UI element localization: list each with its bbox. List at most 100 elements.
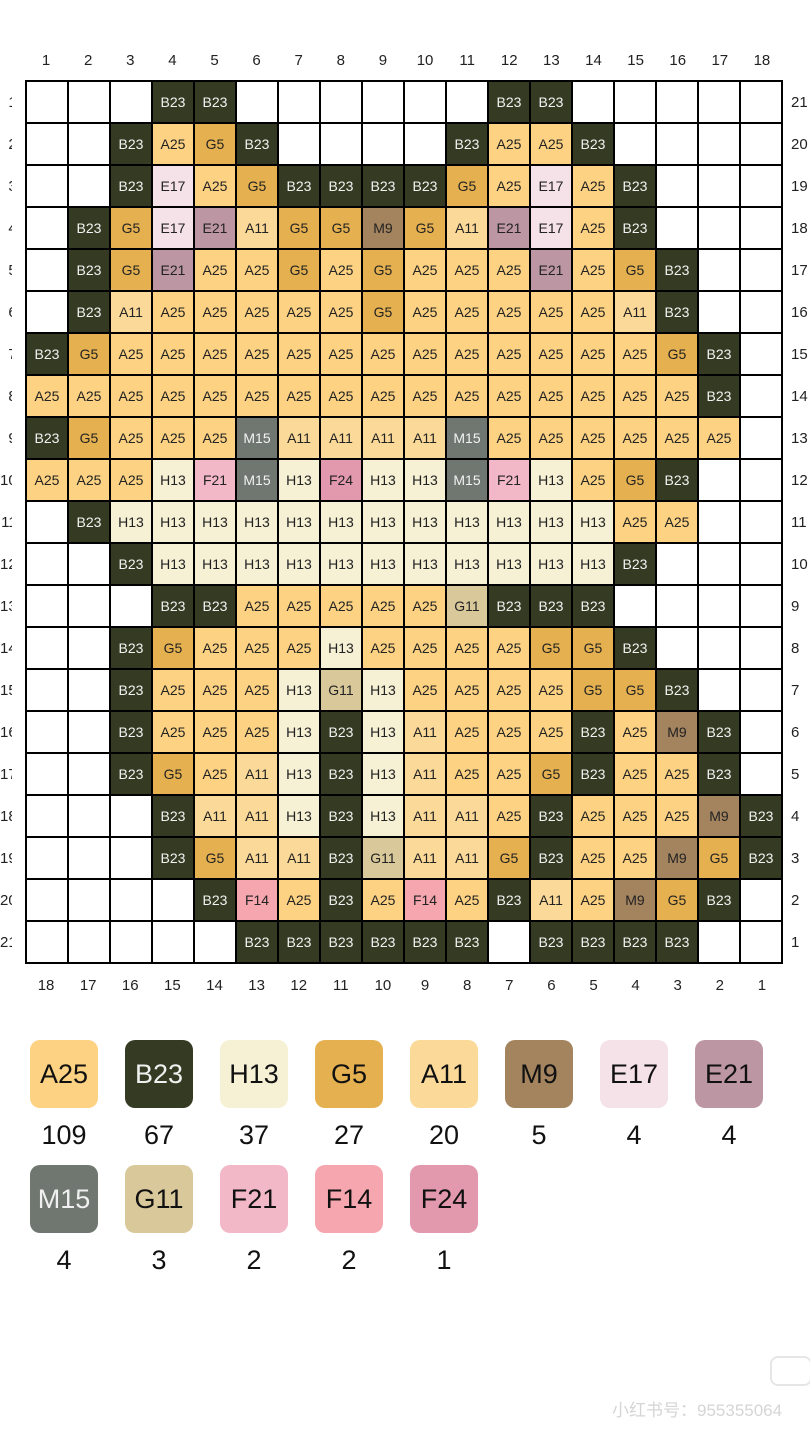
grid-cell: G5 — [699, 838, 739, 878]
grid-cell: H13 — [405, 544, 445, 584]
legend-swatch: G11 — [125, 1165, 193, 1233]
grid-cell: A25 — [573, 460, 613, 500]
grid-cell — [741, 502, 781, 542]
grid-cell: B23 — [615, 544, 655, 584]
grid-cell: A25 — [489, 418, 529, 458]
grid-cell: A25 — [363, 376, 403, 416]
legend-swatch: M15 — [30, 1165, 98, 1233]
bead-pattern-grid: B23 B23 B23 B23 B23 A25 G5 B23 B23 A25 A25 B23 B23 E1… — [25, 80, 783, 964]
grid-cell: B23 — [69, 250, 109, 290]
left-axis-label: 14 — [0, 639, 12, 657]
legend-item: G11 3 — [125, 1165, 193, 1276]
grid-cell: A25 — [111, 334, 151, 374]
grid-cell: A25 — [321, 586, 361, 626]
grid-cell — [69, 922, 109, 962]
bottom-axis-label: 10 — [374, 976, 392, 994]
grid-cell: B23 — [657, 292, 697, 332]
grid-cell — [69, 754, 109, 794]
grid-cell: H13 — [363, 544, 403, 584]
grid-cell: B23 — [531, 838, 571, 878]
grid-cell — [699, 544, 739, 584]
grid-cell: B23 — [321, 922, 361, 962]
grid-cell: G5 — [195, 838, 235, 878]
grid-cell: E17 — [531, 166, 571, 206]
grid-cell: A25 — [237, 712, 277, 752]
grid-cell: G5 — [573, 628, 613, 668]
grid-cell: A25 — [489, 712, 529, 752]
grid-cell: A25 — [615, 838, 655, 878]
legend-swatch: A25 — [30, 1040, 98, 1108]
grid-cell: G5 — [153, 628, 193, 668]
left-axis-label: 11 — [1, 513, 12, 531]
grid-cell: A25 — [27, 376, 67, 416]
grid-cell: A25 — [657, 502, 697, 542]
grid-cell: H13 — [279, 544, 319, 584]
right-axis-label: 1 — [791, 933, 800, 951]
grid-cell: H13 — [153, 502, 193, 542]
top-axis-label: 9 — [378, 51, 388, 69]
grid-cell — [699, 628, 739, 668]
grid-cell — [27, 250, 67, 290]
legend-swatch: G5 — [315, 1040, 383, 1108]
grid-cell: M9 — [699, 796, 739, 836]
grid-cell — [363, 124, 403, 164]
grid-cell: A11 — [195, 796, 235, 836]
grid-cell: B23 — [741, 838, 781, 878]
grid-cell — [657, 124, 697, 164]
grid-cell — [657, 82, 697, 122]
grid-cell — [741, 586, 781, 626]
grid-cell: A25 — [657, 376, 697, 416]
grid-cell: B23 — [321, 838, 361, 878]
grid-cell: A11 — [237, 208, 277, 248]
grid-cell: B23 — [657, 670, 697, 710]
grid-cell: B23 — [447, 922, 487, 962]
grid-cell — [405, 124, 445, 164]
grid-cell: M15 — [237, 460, 277, 500]
grid-cell: A25 — [279, 880, 319, 920]
grid-cell — [615, 124, 655, 164]
grid-cell: G5 — [489, 838, 529, 878]
grid-cell: A25 — [489, 124, 529, 164]
grid-cell: A25 — [69, 460, 109, 500]
grid-cell: B23 — [321, 712, 361, 752]
bottom-axis-label: 16 — [121, 976, 139, 994]
grid-cell: B23 — [573, 124, 613, 164]
grid-cell: A25 — [237, 586, 277, 626]
grid-cell — [69, 838, 109, 878]
grid-cell: A25 — [405, 586, 445, 626]
legend-item: H13 37 — [220, 1040, 288, 1151]
grid-cell: H13 — [573, 502, 613, 542]
grid-cell: B23 — [657, 460, 697, 500]
grid-cell: A25 — [195, 670, 235, 710]
grid-cell: G5 — [153, 754, 193, 794]
bottom-axis-label: 3 — [673, 976, 682, 994]
top-axis-label: 15 — [627, 51, 644, 69]
grid-cell: B23 — [111, 124, 151, 164]
grid-cell: A25 — [447, 292, 487, 332]
grid-cell: A25 — [489, 250, 529, 290]
grid-cell — [111, 880, 151, 920]
grid-cell — [363, 82, 403, 122]
grid-cell — [153, 880, 193, 920]
grid-cell: B23 — [699, 754, 739, 794]
grid-cell: B23 — [447, 124, 487, 164]
grid-cell: A25 — [27, 460, 67, 500]
grid-cell: H13 — [237, 544, 277, 584]
grid-cell: H13 — [195, 544, 235, 584]
grid-cell: G11 — [447, 586, 487, 626]
grid-cell: B23 — [573, 754, 613, 794]
legend-item: F14 2 — [315, 1165, 383, 1276]
grid-cell — [321, 82, 361, 122]
grid-cell: H13 — [153, 460, 193, 500]
top-axis-label: 5 — [210, 51, 219, 69]
grid-cell: H13 — [363, 670, 403, 710]
legend-count: 109 — [41, 1120, 87, 1150]
grid-cell — [27, 838, 67, 878]
left-axis-label: 1 — [0, 81, 12, 123]
grid-cell: A25 — [573, 334, 613, 374]
grid-cell: B23 — [321, 796, 361, 836]
grid-cell: A11 — [237, 754, 277, 794]
grid-cell: A25 — [573, 166, 613, 206]
left-row-axis: 123456789101112131415161718192021 — [0, 81, 12, 963]
grid-cell: A11 — [405, 754, 445, 794]
